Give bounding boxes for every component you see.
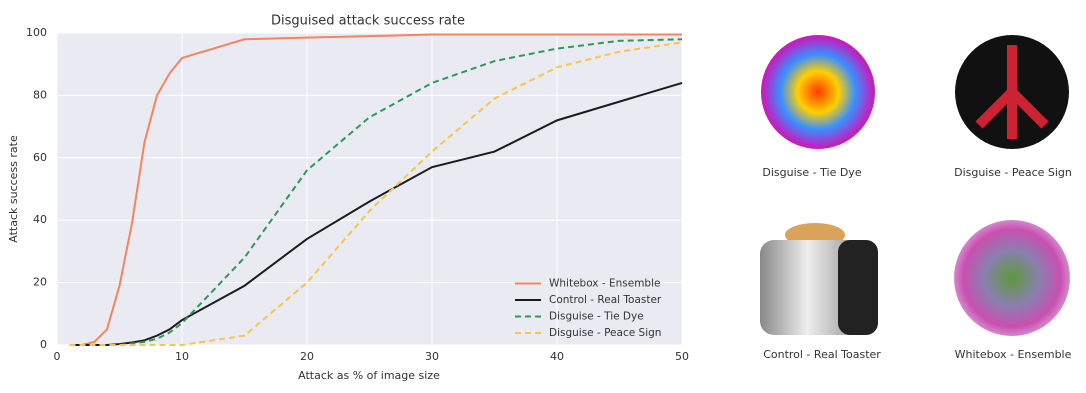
y-axis-label: Attack success rate: [7, 135, 20, 243]
tie-dye-image: [761, 35, 875, 149]
x-tick-label: 0: [54, 350, 61, 363]
y-tick-label: 100: [26, 26, 47, 39]
image-caption: Control - Real Toaster: [763, 348, 881, 361]
legend-label: Whitebox - Ensemble: [549, 278, 660, 290]
peace-symbol: [975, 45, 1049, 139]
x-tick-label: 20: [300, 350, 314, 363]
x-tick-label: 10: [175, 350, 189, 363]
y-tick-label: 40: [33, 213, 47, 226]
plot: 0 20 40 60 80 100 0 10 20 30 40 50 Whitebox - Ensemb…: [26, 26, 689, 363]
legend-label: Control - Real Toaster: [549, 294, 662, 306]
series-line: [69, 41, 683, 346]
toaster-side: [838, 240, 878, 335]
legend-label: Disguise - Tie Dye: [549, 311, 644, 323]
x-axis-label: Attack as % of image size: [298, 369, 440, 382]
image-panel: Disguise - Tie Dye Disguise - Peace Sign…: [760, 35, 1072, 361]
y-tick-label: 80: [33, 88, 47, 101]
plot-area: [57, 33, 682, 345]
image-caption: Disguise - Tie Dye: [762, 166, 861, 179]
y-tick-label: 60: [33, 151, 47, 164]
x-tick-label: 50: [675, 350, 689, 363]
y-tick-label: 0: [40, 338, 47, 351]
series-line: [69, 33, 682, 346]
whitebox-image: [954, 220, 1070, 336]
x-tick-label: 40: [550, 350, 564, 363]
legend-label: Disguise - Peace Sign: [549, 327, 661, 339]
y-tick-label: 20: [33, 276, 47, 289]
chart-title: Disguised attack success rate: [271, 14, 465, 29]
x-tick-label: 30: [425, 350, 439, 363]
image-caption: Whitebox - Ensemble: [955, 348, 1072, 361]
image-caption: Disguise - Peace Sign: [954, 166, 1072, 179]
